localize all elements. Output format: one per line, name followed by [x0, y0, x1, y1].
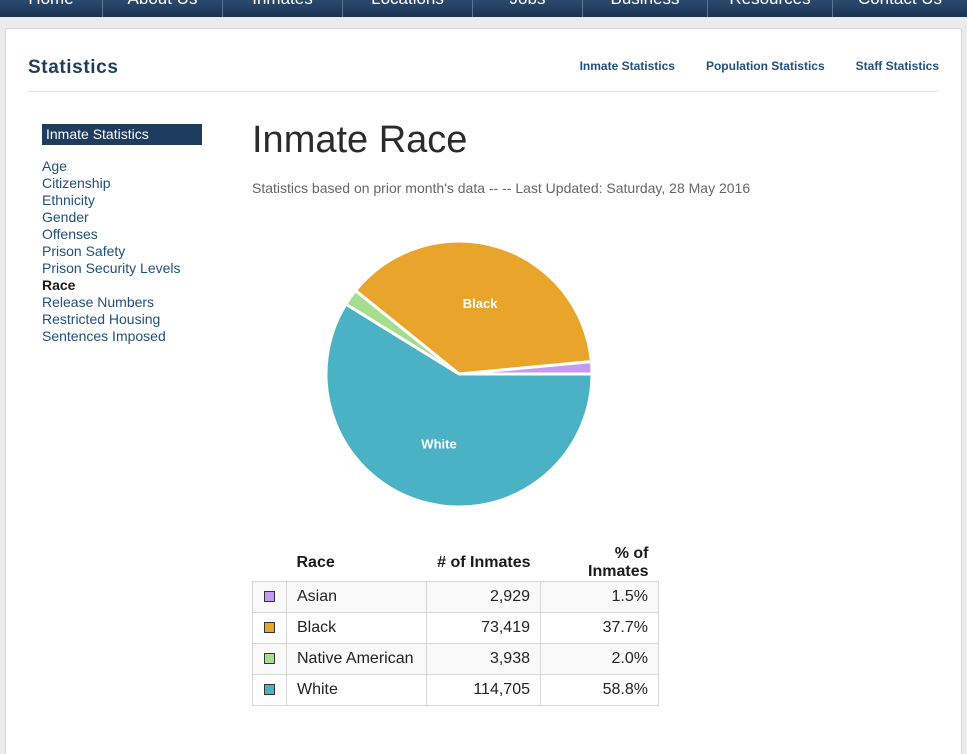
sidebar-item-release-numbers[interactable]: Release Numbers [42, 294, 155, 310]
table-cell-pct: 1.5% [540, 581, 659, 613]
table-cell-count: 2,929 [426, 581, 541, 613]
table-row: Asian 2,929 1.5% [252, 581, 659, 613]
page-title: Inmate Race [252, 119, 468, 161]
table-cell-count: 73,419 [426, 612, 541, 644]
sidebar-list: Age Citizenship Ethnicity Gender Offense… [42, 158, 181, 345]
table-cell-pct: 58.8% [540, 674, 659, 706]
race-pie-chart: Black White [324, 239, 594, 509]
table-cell-race: Black [286, 612, 427, 644]
table-cell-swatch [252, 674, 287, 706]
nav-home[interactable]: Home [0, 0, 103, 17]
nav-business[interactable]: Business [583, 0, 708, 17]
table-header-race: Race [296, 554, 335, 571]
table-cell-count: 3,938 [426, 643, 541, 675]
sidebar-item-prison-security-levels[interactable]: Prison Security Levels [42, 260, 181, 276]
content-panel: Statistics Inmate Statistics Population … [5, 28, 962, 754]
sidebar-item-prison-safety[interactable]: Prison Safety [42, 243, 126, 259]
table-cell-swatch [252, 643, 287, 675]
table-row: Native American 3,938 2.0% [252, 643, 659, 675]
nav-about-us[interactable]: About Us [103, 0, 223, 17]
pie-slice-black[interactable] [353, 239, 594, 376]
section-title: Statistics [28, 57, 119, 78]
table-cell-swatch [252, 612, 287, 644]
nav-locations[interactable]: Locations [343, 0, 473, 17]
table-header-swatch [253, 545, 287, 582]
table-cell-race: White [286, 674, 427, 706]
sidebar-item-offenses[interactable]: Offenses [42, 226, 98, 242]
sidebar-item-citizenship[interactable]: Citizenship [42, 175, 111, 191]
table-cell-race: Asian [286, 581, 427, 613]
table-cell-race: Native American [286, 643, 427, 675]
table-row: Black 73,419 37.7% [252, 612, 659, 644]
legend-swatch-black [264, 622, 275, 634]
pie-label-black: Black [463, 296, 498, 311]
nav-jobs[interactable]: Jobs [473, 0, 583, 17]
sidebar-item-age[interactable]: Age [42, 158, 67, 174]
legend-swatch-asian [264, 591, 275, 603]
top-nav: Home About Us Inmates Locations Jobs Bus… [0, 0, 967, 17]
sidebar-item-race[interactable]: Race [42, 277, 76, 293]
pie-label-white: White [421, 436, 456, 451]
section-divider [28, 91, 939, 92]
nav-resources[interactable]: Resources [708, 0, 833, 17]
link-inmate-statistics[interactable]: Inmate Statistics [579, 59, 675, 73]
section-links: Inmate Statistics Population Statistics … [580, 59, 939, 73]
table-header-row: Race # of Inmates % of Inmates [253, 545, 659, 582]
nav-contact-us[interactable]: Contact Us [833, 0, 967, 17]
nav-inmates[interactable]: Inmates [223, 0, 343, 17]
sidebar-heading: Inmate Statistics [42, 124, 202, 145]
table-cell-swatch [252, 581, 287, 613]
legend-swatch-native-american [264, 653, 275, 665]
sidebar-item-gender[interactable]: Gender [42, 209, 89, 225]
table-cell-count: 114,705 [426, 674, 541, 706]
race-table: Race # of Inmates % of Inmates Asian 2,9… [252, 545, 659, 706]
sidebar-item-sentences-imposed[interactable]: Sentences Imposed [42, 328, 166, 344]
sidebar-item-ethnicity[interactable]: Ethnicity [42, 192, 95, 208]
pie-slice-white[interactable] [324, 302, 594, 509]
table-row: White 114,705 58.8% [252, 674, 659, 706]
table-cell-pct: 37.7% [540, 612, 659, 644]
table-header-pct: % of Inmates [588, 545, 649, 580]
link-staff-statistics[interactable]: Staff Statistics [855, 59, 939, 73]
table-cell-pct: 2.0% [540, 643, 659, 675]
link-population-statistics[interactable]: Population Statistics [705, 59, 825, 73]
table-header-count: # of Inmates [437, 554, 531, 571]
sidebar-item-restricted-housing[interactable]: Restricted Housing [42, 311, 161, 327]
legend-swatch-white [264, 684, 275, 696]
page-subtitle: Statistics based on prior month's data -… [252, 180, 751, 196]
